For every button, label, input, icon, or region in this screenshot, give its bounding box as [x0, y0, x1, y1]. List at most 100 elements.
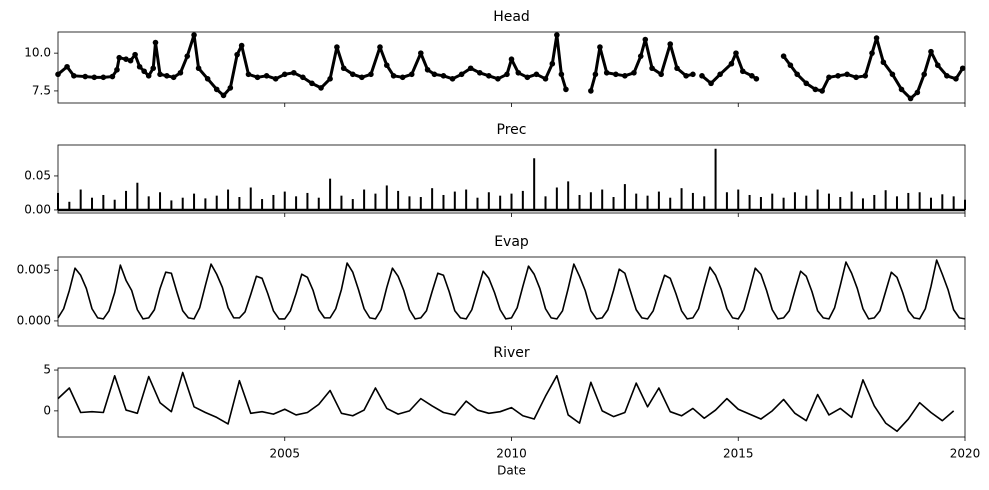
point: [418, 50, 424, 56]
y-tick-label: 0.000: [17, 313, 51, 327]
bar: [102, 194, 105, 210]
point: [515, 69, 522, 76]
bar: [487, 192, 490, 210]
bar: [261, 199, 264, 210]
point: [622, 73, 628, 79]
bar: [419, 197, 422, 210]
point: [340, 65, 347, 72]
bar: [589, 192, 592, 210]
bar: [612, 197, 615, 210]
axes-frame: [57, 31, 966, 104]
point: [597, 44, 603, 50]
point: [613, 71, 619, 78]
point: [170, 74, 177, 81]
point: [234, 51, 240, 58]
bar: [533, 158, 536, 210]
point: [504, 71, 510, 78]
point: [145, 73, 152, 79]
y-tick-label: 0.00: [24, 202, 51, 216]
bar: [340, 195, 343, 210]
bar: [929, 197, 932, 210]
bar: [861, 198, 864, 210]
point: [889, 71, 896, 78]
bar: [895, 196, 898, 210]
bar: [159, 192, 162, 210]
bar: [363, 189, 366, 210]
point: [728, 60, 735, 67]
bar: [397, 190, 400, 210]
bar: [329, 178, 332, 210]
bar: [453, 191, 456, 210]
point: [717, 71, 723, 78]
point: [177, 69, 184, 76]
point: [486, 73, 492, 79]
point: [71, 73, 77, 79]
bar: [941, 194, 944, 210]
bar: [759, 197, 762, 210]
point: [794, 71, 801, 78]
bar: [623, 184, 626, 210]
bar: [374, 193, 377, 210]
point: [100, 74, 107, 81]
point: [309, 80, 315, 87]
point: [603, 69, 610, 76]
bar: [79, 189, 82, 210]
bar: [147, 196, 150, 210]
series-line: [57, 371, 955, 433]
bar: [113, 199, 116, 210]
point: [424, 66, 431, 73]
bar: [839, 197, 842, 210]
bar: [272, 194, 275, 210]
point: [959, 65, 966, 72]
bar: [283, 191, 286, 210]
point: [558, 71, 565, 78]
bar: [850, 191, 853, 210]
point: [853, 74, 859, 81]
point: [141, 68, 147, 75]
point: [227, 85, 234, 91]
bar: [555, 187, 558, 210]
bar: [215, 195, 218, 210]
bar: [465, 189, 468, 210]
point: [157, 71, 163, 78]
point: [132, 51, 138, 58]
point: [699, 73, 705, 79]
point: [213, 86, 220, 93]
bar: [816, 189, 819, 210]
point: [281, 71, 288, 78]
panel-title: Prec: [497, 122, 527, 138]
point: [458, 71, 465, 78]
bar: [578, 194, 581, 210]
point: [334, 44, 340, 50]
point: [245, 71, 252, 78]
point: [399, 74, 406, 81]
point: [907, 95, 914, 102]
series-line: [57, 33, 964, 100]
point: [440, 73, 447, 79]
axes-frame: [57, 144, 966, 214]
bar: [431, 188, 434, 210]
point: [359, 74, 365, 81]
point: [642, 36, 649, 43]
bar: [567, 181, 570, 210]
point: [592, 71, 599, 78]
point: [254, 74, 261, 81]
bar: [714, 148, 717, 210]
y-tick-label: 0.005: [17, 263, 51, 277]
point: [220, 92, 227, 99]
point: [631, 69, 637, 76]
point: [739, 68, 746, 75]
point: [390, 73, 397, 79]
point: [588, 88, 594, 94]
point: [127, 57, 134, 64]
bar: [306, 192, 309, 210]
point: [953, 76, 959, 82]
bar: [544, 196, 547, 210]
point: [524, 74, 531, 81]
point: [64, 63, 70, 70]
point: [191, 32, 197, 38]
point: [934, 62, 941, 69]
bar: [193, 193, 196, 210]
point: [368, 71, 374, 78]
point: [152, 39, 159, 46]
